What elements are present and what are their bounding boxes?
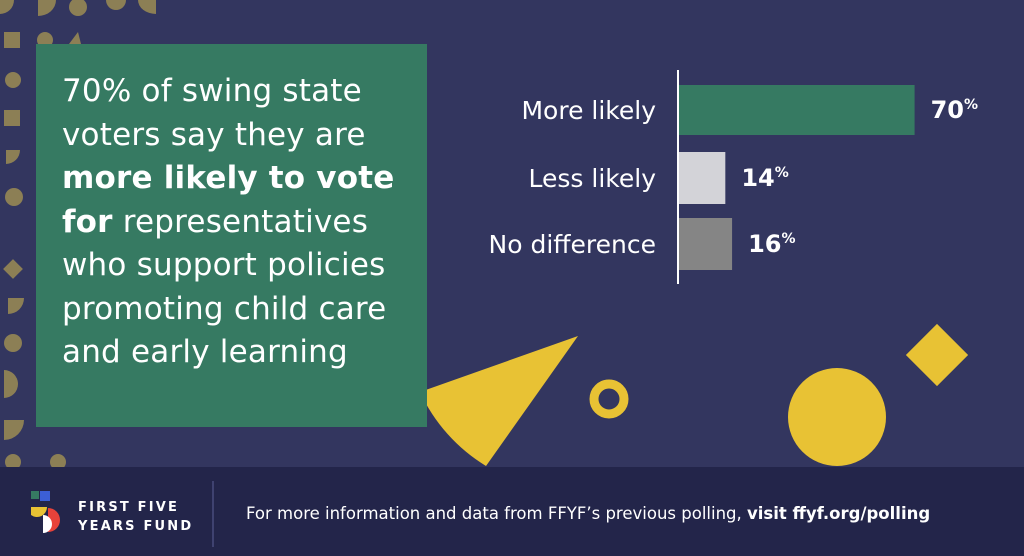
half-circle-shape	[4, 370, 18, 398]
square-shape	[4, 32, 20, 48]
yellow-ring-shape	[589, 379, 629, 419]
category-label-no-difference: No difference	[489, 230, 656, 259]
footer-note: For more information and data from FFYF’…	[246, 504, 930, 523]
quarter-circle-shape	[0, 0, 14, 14]
circle-shape	[5, 188, 23, 206]
value-label-less-likely: 14%	[741, 164, 788, 192]
quarter-circle-shape	[6, 150, 20, 164]
circle-shape	[69, 0, 87, 16]
value-label-more-likely: 70%	[931, 96, 978, 124]
category-label-more-likely: More likely	[521, 96, 656, 125]
value-label-no-difference: 16%	[748, 230, 795, 258]
circle-shape	[50, 454, 66, 470]
bar-less-likely	[678, 152, 726, 204]
yellow-diamond-shape	[905, 323, 969, 387]
circle-shape	[5, 454, 21, 470]
brand-line-2: YEARS FUND	[78, 519, 194, 534]
headline-lead: 70% of swing state voters say they are	[62, 73, 366, 153]
yellow-wedge-shape	[420, 336, 578, 466]
bar-no-difference	[678, 218, 733, 270]
yellow-circle-shape	[788, 368, 886, 466]
quarter-circle-shape	[8, 298, 24, 314]
circle-shape	[4, 334, 22, 352]
headline-emphasis: more likely to vote for	[62, 160, 395, 240]
half-circle-shape	[106, 0, 126, 10]
circle-shape	[5, 72, 21, 88]
headline-box: 70% of swing state voters say they are m…	[36, 44, 427, 427]
footer-link[interactable]: visit ffyf.org/polling	[747, 504, 931, 523]
bar-chart: More likely 70% Less likely 14% No differenc…	[489, 70, 978, 284]
quarter-circle-shape	[38, 0, 56, 16]
footer-note-lead: For more information and data from FFYF’…	[246, 504, 747, 523]
brand-line-1: FIRST FIVE	[78, 500, 180, 515]
footer-divider	[212, 481, 214, 547]
footer-bar: FIRST FIVE YEARS FUND For more informati…	[0, 467, 1024, 556]
bar-more-likely	[678, 85, 915, 135]
quarter-circle-shape	[4, 420, 24, 440]
brand-wordmark: FIRST FIVE YEARS FUND	[78, 498, 193, 536]
headline-text: 70% of swing state voters say they are m…	[62, 70, 409, 375]
headline-tail: representatives who support policies pro…	[62, 203, 387, 371]
category-label-less-likely: Less likely	[529, 164, 657, 193]
square-shape	[4, 110, 20, 126]
quarter-circle-shape	[138, 0, 156, 14]
ffyf-logo-icon	[31, 491, 60, 533]
diamond-shape	[3, 259, 23, 279]
